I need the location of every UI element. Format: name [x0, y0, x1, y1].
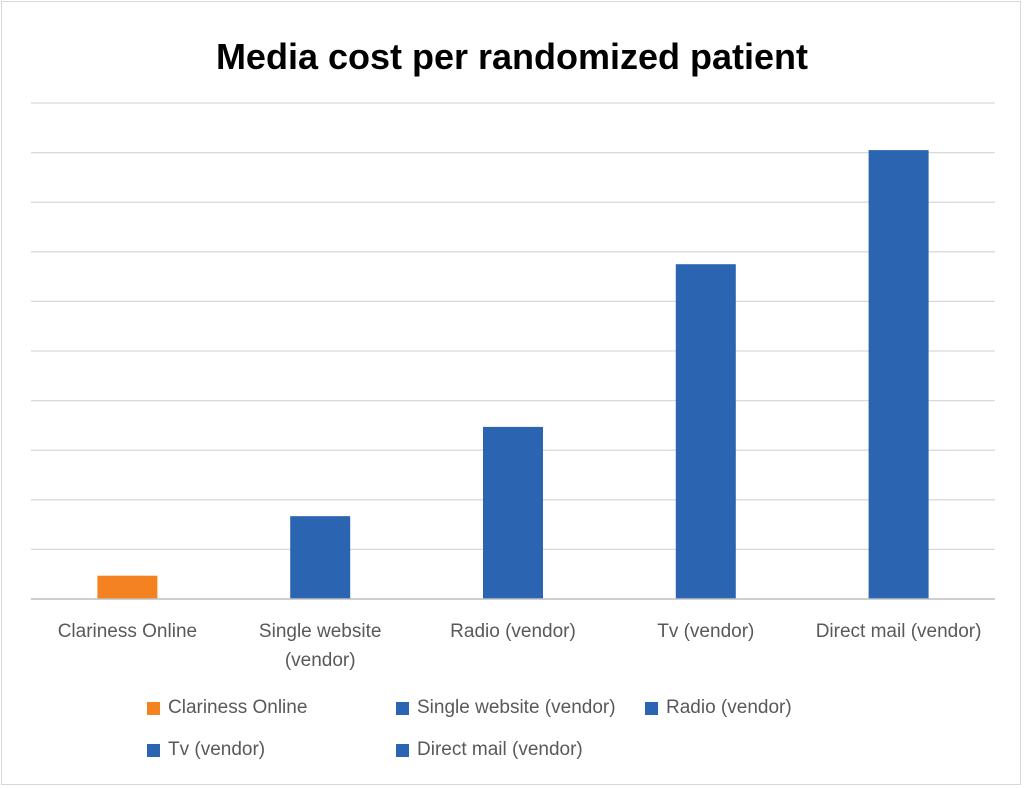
bar-clariness-online	[97, 575, 158, 599]
category-label: Direct mail (vendor)	[816, 621, 982, 642]
chart-title: Media cost per randomized patient	[215, 36, 809, 77]
bar-tv-vendor	[675, 264, 736, 599]
bars	[97, 150, 929, 599]
bar-radio-vendor	[483, 426, 543, 599]
category-label: Single website (vendor)	[259, 621, 382, 671]
category-labels: Clariness Online Single website (vendor) Ra…	[58, 621, 982, 671]
bar-single-website-vendor	[290, 516, 351, 599]
category-label: Radio (vendor)	[450, 621, 576, 642]
category-label: Tv (vendor)	[657, 621, 754, 642]
bar-direct-mail-vendor	[868, 150, 929, 599]
category-label: Clariness Online	[58, 621, 197, 642]
